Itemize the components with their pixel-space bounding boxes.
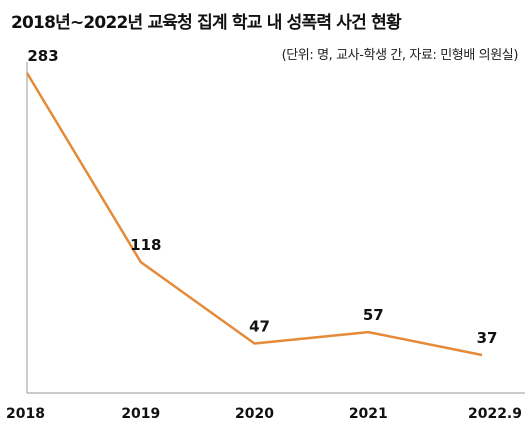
data-label: 57 bbox=[363, 306, 384, 324]
data-label: 37 bbox=[477, 329, 498, 347]
x-tick-label: 2022.9 bbox=[468, 406, 522, 422]
x-tick-label: 2021 bbox=[349, 406, 388, 422]
chart-title: 2018년~2022년 교육청 집계 학교 내 성폭력 사건 현황 bbox=[11, 13, 402, 33]
chart-subtitle: (단위: 명, 교사-학생 간, 자료: 민형배 의원실) bbox=[281, 48, 519, 63]
series-line bbox=[25, 72, 483, 357]
data-labels: 283 118 47 57 37 bbox=[27, 47, 497, 347]
data-label: 47 bbox=[249, 318, 270, 336]
x-tick-label: 2020 bbox=[235, 406, 274, 422]
x-tick-labels: 2018 2019 2020 2021 2022.9 bbox=[6, 406, 522, 422]
x-tick-label: 2019 bbox=[121, 406, 160, 422]
x-tick-label: 2018 bbox=[6, 406, 45, 422]
data-label: 283 bbox=[27, 47, 58, 65]
data-label: 118 bbox=[130, 236, 161, 254]
